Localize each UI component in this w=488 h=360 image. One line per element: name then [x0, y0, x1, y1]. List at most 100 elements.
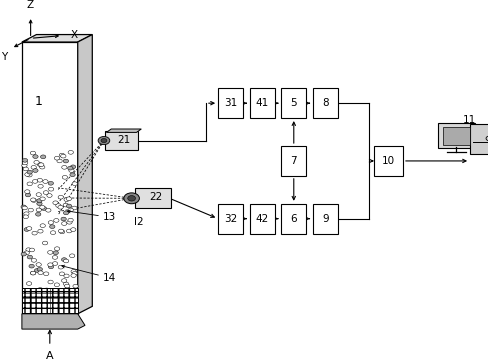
- Circle shape: [43, 180, 48, 183]
- Circle shape: [49, 309, 55, 312]
- Polygon shape: [22, 35, 92, 42]
- Circle shape: [30, 307, 35, 311]
- Circle shape: [37, 202, 42, 206]
- Text: I2: I2: [134, 217, 143, 227]
- Circle shape: [27, 170, 32, 174]
- Text: 14: 14: [103, 274, 116, 283]
- Circle shape: [40, 206, 45, 209]
- Circle shape: [66, 197, 72, 201]
- FancyBboxPatch shape: [218, 88, 244, 118]
- Circle shape: [47, 194, 52, 197]
- FancyBboxPatch shape: [249, 88, 275, 118]
- Circle shape: [45, 296, 50, 300]
- Circle shape: [128, 195, 136, 201]
- Circle shape: [24, 251, 29, 255]
- Circle shape: [55, 247, 60, 251]
- Circle shape: [72, 271, 77, 275]
- Circle shape: [71, 274, 76, 278]
- Circle shape: [48, 280, 53, 284]
- Circle shape: [63, 282, 69, 286]
- Circle shape: [44, 288, 49, 292]
- Circle shape: [101, 139, 107, 143]
- Circle shape: [43, 191, 49, 194]
- Circle shape: [28, 208, 33, 212]
- Text: 22: 22: [149, 192, 162, 202]
- Circle shape: [61, 258, 67, 261]
- Circle shape: [31, 199, 37, 202]
- Text: Z: Z: [26, 0, 33, 10]
- Circle shape: [36, 263, 41, 266]
- Circle shape: [72, 295, 77, 299]
- Circle shape: [28, 294, 34, 298]
- Circle shape: [26, 248, 31, 252]
- Text: 21: 21: [117, 135, 130, 144]
- Circle shape: [22, 161, 28, 165]
- Circle shape: [67, 220, 72, 224]
- Circle shape: [32, 180, 38, 183]
- Circle shape: [58, 195, 63, 199]
- Circle shape: [24, 228, 29, 231]
- Text: 31: 31: [224, 98, 237, 108]
- Circle shape: [54, 283, 60, 287]
- FancyBboxPatch shape: [470, 124, 488, 154]
- Circle shape: [27, 182, 32, 186]
- Circle shape: [36, 212, 41, 216]
- FancyBboxPatch shape: [135, 188, 171, 208]
- Circle shape: [61, 279, 67, 283]
- Circle shape: [26, 226, 32, 230]
- Circle shape: [68, 208, 73, 212]
- Circle shape: [33, 155, 38, 158]
- Circle shape: [47, 292, 52, 296]
- Circle shape: [33, 169, 38, 172]
- Circle shape: [37, 163, 42, 166]
- Polygon shape: [22, 288, 78, 313]
- Text: 8: 8: [322, 98, 328, 108]
- Circle shape: [43, 306, 49, 310]
- Circle shape: [31, 258, 37, 262]
- Circle shape: [52, 304, 58, 307]
- Circle shape: [72, 182, 78, 185]
- Circle shape: [64, 198, 69, 202]
- Circle shape: [21, 252, 26, 256]
- Circle shape: [29, 304, 34, 308]
- Circle shape: [50, 231, 56, 234]
- Circle shape: [59, 272, 64, 276]
- Circle shape: [64, 284, 70, 288]
- Text: 10: 10: [382, 156, 395, 166]
- Circle shape: [63, 159, 68, 163]
- Circle shape: [35, 297, 41, 300]
- Circle shape: [54, 219, 59, 222]
- Circle shape: [36, 208, 41, 212]
- FancyBboxPatch shape: [218, 204, 244, 234]
- Polygon shape: [78, 35, 92, 314]
- Circle shape: [61, 166, 67, 169]
- Circle shape: [24, 212, 29, 216]
- Circle shape: [48, 187, 54, 191]
- Circle shape: [29, 264, 34, 268]
- Circle shape: [40, 224, 45, 228]
- Circle shape: [52, 256, 58, 259]
- Circle shape: [25, 193, 31, 197]
- Circle shape: [48, 251, 53, 254]
- Circle shape: [38, 229, 43, 233]
- Circle shape: [48, 221, 54, 224]
- FancyBboxPatch shape: [374, 146, 403, 176]
- Circle shape: [23, 215, 28, 219]
- Circle shape: [62, 175, 67, 179]
- FancyBboxPatch shape: [281, 146, 306, 176]
- Circle shape: [52, 262, 58, 265]
- Circle shape: [30, 151, 36, 155]
- Circle shape: [61, 154, 66, 158]
- Circle shape: [56, 204, 61, 207]
- Text: 6: 6: [290, 214, 297, 224]
- Circle shape: [41, 207, 46, 210]
- Circle shape: [38, 288, 43, 291]
- Circle shape: [53, 302, 58, 306]
- FancyBboxPatch shape: [313, 204, 338, 234]
- Circle shape: [31, 166, 37, 169]
- Text: Y: Y: [1, 52, 7, 62]
- Circle shape: [38, 184, 43, 188]
- Text: 7: 7: [290, 156, 297, 166]
- Circle shape: [22, 206, 27, 210]
- Circle shape: [58, 265, 63, 269]
